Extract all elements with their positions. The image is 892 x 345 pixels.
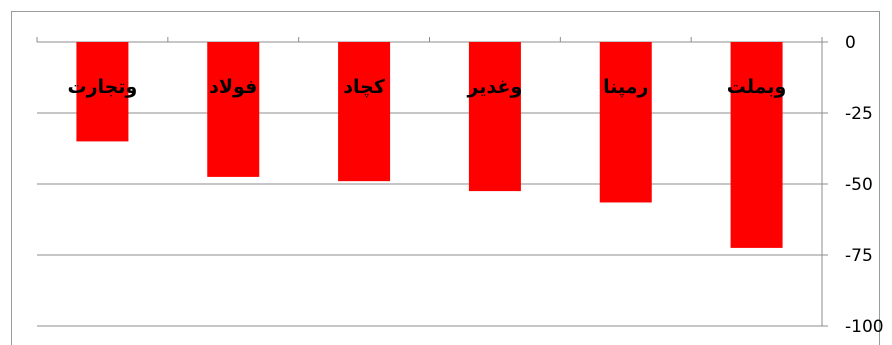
bar [76,42,129,142]
bar [338,42,391,182]
category-label: وبملت [727,76,787,98]
bar [468,42,521,192]
y-tick-label: 0 [845,33,856,53]
category-label: وغدیر [467,76,523,98]
bar [207,42,260,177]
category-label: رمپنا [603,76,648,98]
y-tick-label: -50 [845,175,873,195]
y-tick-label: -25 [845,104,873,124]
y-tick-label: -75 [845,246,873,266]
category-label: فولاد [209,76,257,98]
category-label: کچاد [343,76,386,98]
y-tick-label: -100 [845,317,884,337]
bar [730,42,783,248]
category-label: وتجارت [68,76,138,98]
bar [599,42,652,203]
